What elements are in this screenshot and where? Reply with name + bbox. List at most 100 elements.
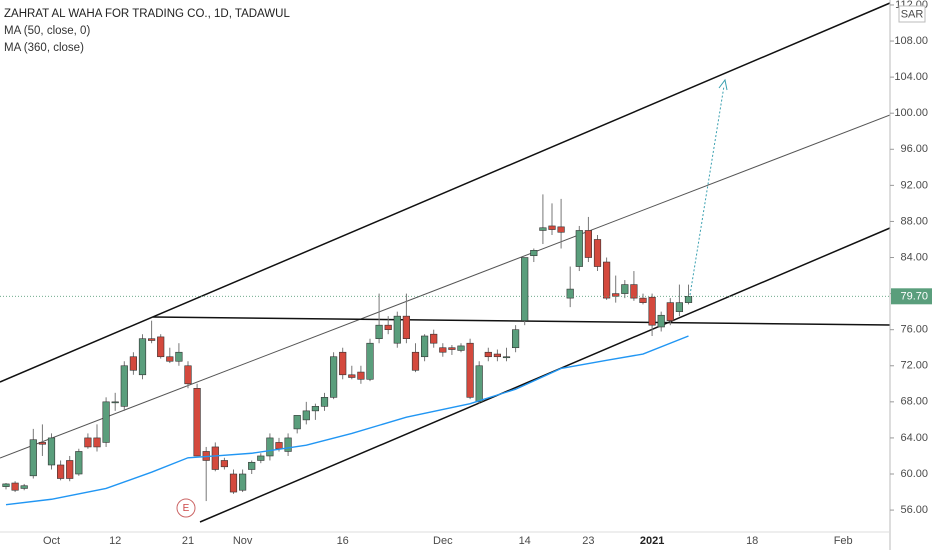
candle-body (666, 302, 674, 321)
y-tick-label: 72.00 (900, 360, 928, 372)
candle-body (175, 351, 183, 362)
channel-middle (0, 114, 891, 459)
x-tick-label: Dec (433, 535, 453, 547)
candle-body (466, 342, 474, 398)
candle-body (166, 356, 174, 362)
candle-body (75, 451, 83, 475)
trend-drawings (0, 2, 891, 523)
candle-body (229, 473, 238, 493)
x-tick-label: 2021 (640, 535, 664, 547)
y-tick-label: 68.00 (900, 396, 928, 408)
currency-box (898, 5, 926, 23)
candle-body (111, 401, 119, 404)
last-price-tag (891, 288, 932, 305)
candle-body (384, 324, 392, 330)
indicator-label: MA (50, close, 0) (4, 25, 90, 37)
candle-body (484, 351, 492, 358)
candle-body (239, 473, 247, 491)
y-tick-label: 88.00 (900, 215, 928, 227)
y-tick-label: 96.00 (900, 143, 928, 155)
arrow-head (718, 78, 728, 91)
candle-body (84, 437, 92, 448)
y-tick-label: 64.00 (900, 432, 928, 444)
candle-body (593, 239, 602, 267)
candle-body (220, 460, 229, 468)
y-tick-label: 56.00 (900, 504, 928, 516)
candle-body (420, 335, 429, 358)
candle-body (129, 356, 138, 371)
candle-body (184, 365, 192, 385)
candle-body (193, 388, 201, 457)
candle-body (621, 284, 629, 294)
candle-body (66, 460, 74, 479)
candle-body (612, 293, 620, 297)
candle-body (657, 314, 665, 328)
moving-average (5, 335, 689, 506)
candle-body (548, 225, 556, 230)
candle-body (439, 347, 447, 353)
last-price-label: 79.70 (900, 291, 928, 303)
x-tick-label: 18 (746, 535, 758, 547)
x-tick-label: 23 (582, 535, 594, 547)
candle-body (375, 324, 383, 340)
candle-body (575, 230, 583, 267)
y-tick-label: 104.00 (894, 71, 928, 83)
candle-body (248, 461, 256, 470)
candle-body (357, 371, 365, 380)
y-tick-label: 108.00 (894, 35, 928, 47)
y-tick-label: 112.00 (895, 0, 928, 11)
earnings-label[interactable]: E (183, 503, 190, 514)
candle-body (211, 446, 219, 470)
candle-body (411, 351, 420, 371)
candle-body (630, 284, 638, 299)
candle-body (639, 297, 647, 303)
channel-upper (0, 2, 891, 383)
candle-body (584, 230, 592, 258)
candle-body (402, 315, 411, 340)
projection-arrow (689, 85, 725, 296)
candle-body (302, 410, 310, 421)
candle-body (684, 296, 693, 303)
candle-body (393, 315, 401, 344)
candle-body (47, 437, 56, 466)
candle-body (38, 442, 46, 445)
candle-body (20, 485, 28, 489)
candle-body (511, 329, 520, 349)
candle-body (148, 338, 156, 341)
candle-body (521, 257, 529, 321)
candle-body (266, 437, 274, 457)
candle-body (93, 437, 101, 448)
x-tick-label: 16 (337, 535, 349, 547)
chart-title: ZAHRAT AL WAHA FOR TRADING CO., 1D, TADA… (4, 8, 290, 20)
candle-body (56, 464, 65, 479)
candle-body (493, 353, 502, 358)
axis-labels: 56.0060.0064.0068.0072.0076.0080.0084.00… (43, 0, 932, 547)
candle-body (530, 250, 538, 257)
candle-body (11, 482, 19, 491)
candle-body (602, 261, 611, 299)
x-tick-label: 12 (109, 535, 121, 547)
candle-body (275, 442, 283, 450)
earnings-marker[interactable] (176, 498, 196, 518)
candle-body (430, 333, 438, 344)
x-tick-label: Oct (43, 535, 60, 547)
candle-body (675, 302, 683, 312)
candle-body (284, 437, 292, 452)
candle-body (557, 226, 565, 233)
channel-lower (199, 227, 891, 523)
support-line (152, 316, 891, 326)
candle-body (329, 356, 338, 398)
plot (0, 194, 890, 506)
currency: SAR (901, 8, 924, 20)
candle-body (2, 483, 10, 487)
y-tick-label: 92.00 (900, 179, 928, 191)
candle-body (448, 347, 456, 350)
candle-body (102, 401, 110, 443)
candle-body (339, 351, 347, 376)
candle-body (157, 336, 165, 358)
x-tick-label: Feb (834, 535, 853, 547)
x-tick-label: 14 (519, 535, 531, 547)
candle-body (457, 345, 465, 351)
x-tick-label: 21 (182, 535, 194, 547)
